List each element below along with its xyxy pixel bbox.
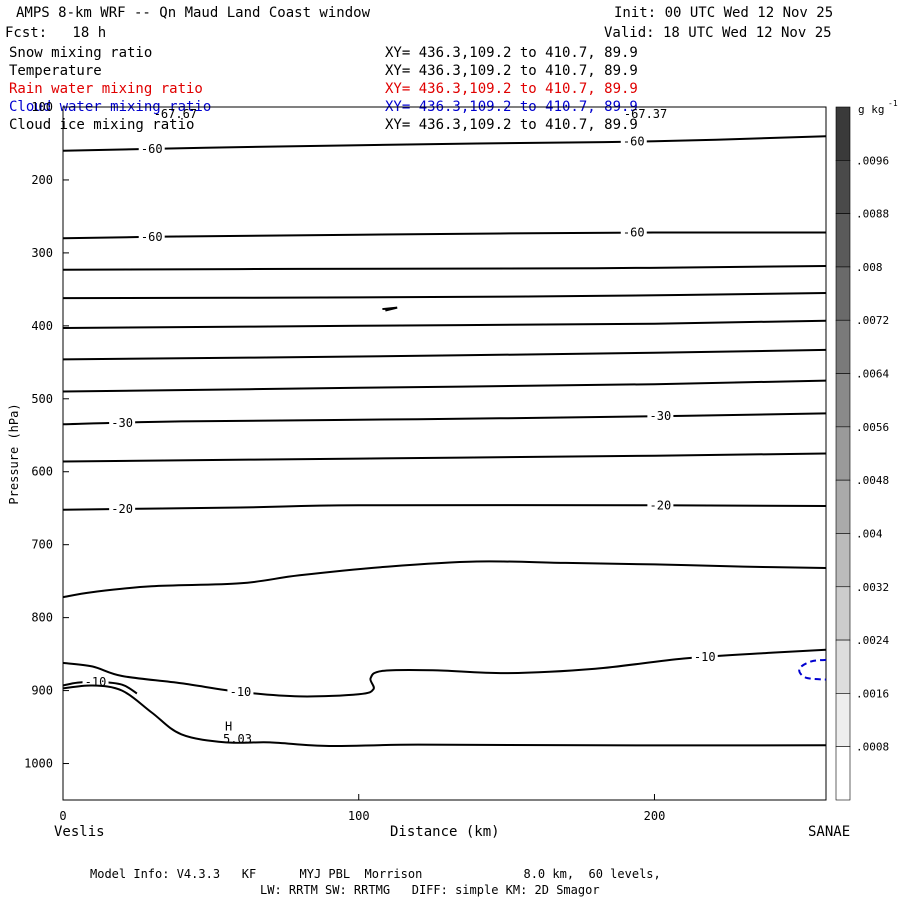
y-tick-label: 300: [31, 246, 53, 260]
colorbar-level-label: .004: [856, 527, 883, 540]
isotherm-line: [62, 379, 827, 393]
colorbar-level-label: .0096: [856, 154, 889, 167]
colorbar-level-label: .0016: [856, 687, 889, 700]
left-endpoint-label: Veslis: [54, 824, 105, 840]
isotherm-line: [62, 684, 827, 748]
y-axis-label: Pressure (hPa): [7, 403, 21, 504]
colorbar-level-label: .0064: [856, 368, 889, 381]
legend-label: Rain water mixing ratio: [9, 81, 203, 97]
isotherm-line: [62, 135, 827, 152]
y-tick-label: 500: [31, 392, 53, 406]
isotherm-line: [62, 348, 827, 361]
colorbar-swatch: [835, 586, 851, 641]
isotherm-line: [62, 412, 827, 426]
isotherm-label-bg: [647, 409, 674, 424]
isotherm-label: -30: [111, 416, 133, 430]
colorbar-swatch: [835, 160, 851, 214]
colorbar-swatch: [835, 426, 851, 481]
isotherm-label-bg: [227, 685, 254, 700]
valid-time: Valid: 18 UTC Wed 12 Nov 25: [604, 25, 832, 41]
isotherm-label-bg: [138, 141, 165, 156]
isotherm-label-bg: [138, 229, 165, 244]
colorbar-level-label: .0072: [856, 314, 889, 327]
isotherm-label-bg: [109, 501, 136, 516]
colorbar-level-label: .0048: [856, 474, 889, 487]
x-tick-label: 100: [348, 809, 370, 823]
colorbar-level-label: .0024: [856, 634, 889, 647]
isotherm-line: [62, 265, 827, 271]
colorbar-swatch: [835, 266, 851, 321]
y-tick-label: 600: [31, 465, 53, 479]
y-tick-label: 700: [31, 538, 53, 552]
colorbar-swatch: [835, 373, 851, 428]
isotherm-label: -10: [694, 650, 716, 664]
colorbar-swatch: [835, 533, 851, 588]
colorbar-unit: g kg: [858, 103, 885, 116]
colorbar-level-label: .0088: [856, 208, 889, 221]
plot-frame: [62, 106, 827, 801]
colorbar-level-label: .008: [856, 261, 883, 274]
colorbar-swatch: [835, 479, 851, 534]
small-contour: [382, 306, 398, 312]
isotherm-label: -60: [141, 230, 163, 244]
chart-title: AMPS 8-km WRF -- Qn Maud Land Coast wind…: [16, 5, 371, 21]
x-tick-label: 0: [59, 809, 66, 823]
top-isotherm-label: -67.37: [624, 107, 667, 121]
isotherm-line: [62, 452, 827, 463]
isotherm-label: -60: [623, 135, 645, 149]
isotherm-line: [62, 504, 827, 511]
y-tick-label: 900: [31, 684, 53, 698]
cloud-water-contour: [798, 658, 827, 681]
isotherm-label: -20: [111, 502, 133, 516]
isotherm-line: [62, 648, 827, 698]
init-time: Init: 00 UTC Wed 12 Nov 25: [614, 5, 834, 21]
legend-xy: XY= 436.3,109.2 to 410.7, 89.9: [385, 117, 638, 133]
forecast-hour: Fcst: 18 h: [5, 25, 107, 41]
legend-label: Snow mixing ratio: [9, 45, 153, 61]
model-info-line2: LW: RRTM SW: RRTMG DIFF: simple KM: 2D S…: [260, 883, 600, 897]
isotherm-line: [62, 560, 827, 599]
legend-xy: XY= 436.3,109.2 to 410.7, 89.9: [385, 63, 638, 79]
max-marker-label: 5.03: [223, 732, 252, 746]
isotherm-label-bg: [647, 498, 674, 513]
y-tick-label: 400: [31, 319, 53, 333]
isotherm-line: [62, 319, 827, 329]
x-axis-label: Distance (km): [390, 824, 500, 840]
isotherm-label: -60: [623, 226, 645, 240]
legend-label: Cloud ice mixing ratio: [9, 117, 195, 133]
colorbar-level-label: .0008: [856, 741, 889, 754]
isotherm-label: -30: [650, 409, 672, 423]
isotherm-label-bg: [620, 225, 647, 240]
right-endpoint-label: SANAE: [808, 824, 851, 840]
y-tick-label: 800: [31, 611, 53, 625]
max-marker-label: H: [225, 720, 232, 734]
colorbar-swatch: [835, 106, 851, 161]
isotherm-label: -10: [230, 685, 252, 699]
colorbar-level-label: .0032: [856, 581, 889, 594]
colorbar-swatch: [835, 213, 851, 268]
y-tick-label: 100: [31, 100, 53, 114]
legend-xy: XY= 436.3,109.2 to 410.7, 89.9: [385, 45, 638, 61]
top-isotherm-label: -67.67: [154, 107, 197, 121]
legend-xy: XY= 436.3,109.2 to 410.7, 89.9: [385, 81, 638, 97]
y-tick-label: 200: [31, 173, 53, 187]
isotherm-label-bg: [691, 650, 718, 665]
colorbar-swatch: [835, 693, 851, 747]
colorbar-unit-exponent: -1: [888, 99, 898, 108]
colorbar-swatch: [835, 319, 851, 374]
isotherm-label-bg: [620, 134, 647, 149]
isotherm-line: [62, 292, 827, 300]
y-tick-label: 1000: [24, 757, 53, 771]
legend-label: Temperature: [9, 63, 102, 79]
model-info-line1: Model Info: V4.3.3 KF MYJ PBL Morrison 8…: [90, 867, 661, 881]
isotherm-label: -60: [141, 142, 163, 156]
colorbar-level-label: .0056: [856, 421, 889, 434]
isotherm-line: [62, 231, 827, 240]
colorbar-swatch: [835, 746, 851, 801]
isotherm-label-bg: [109, 415, 136, 430]
colorbar-swatch: [835, 639, 851, 694]
isotherm-label: -20: [650, 498, 672, 512]
x-tick-label: 200: [644, 809, 666, 823]
